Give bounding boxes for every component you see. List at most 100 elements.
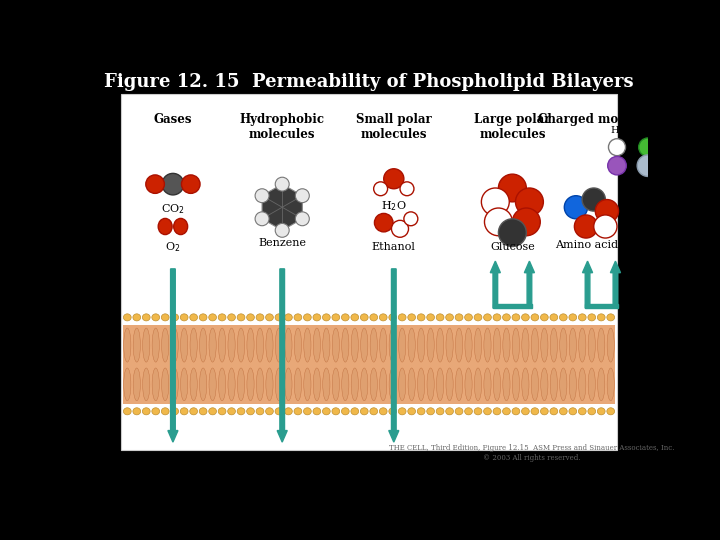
Ellipse shape — [199, 368, 207, 401]
Ellipse shape — [266, 368, 273, 401]
Ellipse shape — [399, 328, 406, 362]
Circle shape — [637, 155, 659, 177]
Ellipse shape — [190, 368, 197, 401]
Ellipse shape — [143, 328, 150, 362]
Ellipse shape — [209, 328, 216, 362]
Circle shape — [513, 208, 540, 236]
Ellipse shape — [247, 368, 254, 401]
Ellipse shape — [474, 328, 482, 362]
Ellipse shape — [408, 408, 415, 415]
Ellipse shape — [199, 408, 207, 415]
Ellipse shape — [398, 408, 406, 415]
Circle shape — [498, 174, 526, 202]
Ellipse shape — [218, 314, 226, 321]
Ellipse shape — [531, 328, 539, 362]
Ellipse shape — [181, 328, 188, 362]
Ellipse shape — [304, 328, 311, 362]
Ellipse shape — [588, 328, 595, 362]
Circle shape — [275, 224, 289, 237]
Ellipse shape — [436, 408, 444, 415]
Ellipse shape — [579, 368, 586, 401]
Ellipse shape — [379, 328, 387, 362]
Ellipse shape — [521, 314, 529, 321]
Ellipse shape — [304, 314, 311, 321]
Text: Amino acids: Amino acids — [555, 240, 624, 251]
Ellipse shape — [493, 368, 500, 401]
Text: Ethanol: Ethanol — [372, 242, 415, 252]
Ellipse shape — [493, 328, 500, 362]
Ellipse shape — [370, 314, 377, 321]
Ellipse shape — [456, 368, 463, 401]
Ellipse shape — [152, 408, 160, 415]
Ellipse shape — [550, 328, 557, 362]
Circle shape — [295, 212, 310, 226]
Ellipse shape — [541, 328, 548, 362]
Ellipse shape — [389, 314, 397, 321]
Circle shape — [498, 219, 526, 247]
Ellipse shape — [503, 368, 510, 401]
Ellipse shape — [607, 368, 614, 401]
Circle shape — [608, 157, 626, 175]
Text: CO$_2$: CO$_2$ — [161, 202, 185, 215]
Polygon shape — [582, 261, 593, 308]
Ellipse shape — [579, 328, 586, 362]
Ellipse shape — [570, 328, 577, 362]
Ellipse shape — [484, 368, 491, 401]
Ellipse shape — [531, 408, 539, 415]
Ellipse shape — [199, 314, 207, 321]
Ellipse shape — [465, 328, 472, 362]
Ellipse shape — [218, 408, 226, 415]
Circle shape — [181, 175, 200, 193]
Ellipse shape — [370, 368, 377, 401]
Text: THE CELL, Third Edition, Figure 12.15  ASM Press and Sinauer Associates, Inc.
© : THE CELL, Third Edition, Figure 12.15 AS… — [389, 444, 675, 462]
Text: Glucose: Glucose — [490, 242, 535, 252]
Circle shape — [564, 195, 588, 219]
Circle shape — [400, 182, 414, 195]
Ellipse shape — [446, 408, 454, 415]
Ellipse shape — [512, 314, 520, 321]
Ellipse shape — [209, 408, 217, 415]
Ellipse shape — [607, 314, 615, 321]
Text: Charged molecules: Charged molecules — [539, 113, 665, 126]
Circle shape — [162, 173, 184, 195]
Ellipse shape — [370, 328, 377, 362]
Ellipse shape — [464, 408, 472, 415]
Ellipse shape — [598, 368, 605, 401]
Ellipse shape — [171, 368, 179, 401]
Ellipse shape — [512, 408, 520, 415]
Ellipse shape — [123, 314, 131, 321]
Ellipse shape — [237, 408, 245, 415]
Ellipse shape — [427, 368, 434, 401]
Ellipse shape — [218, 368, 225, 401]
Ellipse shape — [124, 368, 131, 401]
Ellipse shape — [513, 328, 520, 362]
Ellipse shape — [399, 368, 406, 401]
Text: Na⁺: Na⁺ — [631, 178, 649, 187]
Ellipse shape — [408, 368, 415, 401]
Ellipse shape — [436, 314, 444, 321]
Ellipse shape — [313, 408, 320, 415]
Text: Hydrophobic
molecules: Hydrophobic molecules — [240, 113, 325, 141]
Ellipse shape — [161, 328, 168, 362]
Ellipse shape — [275, 408, 283, 415]
Circle shape — [255, 189, 269, 202]
Circle shape — [582, 188, 606, 211]
Ellipse shape — [171, 328, 179, 362]
Ellipse shape — [370, 408, 377, 415]
Ellipse shape — [484, 328, 491, 362]
Ellipse shape — [550, 408, 558, 415]
Ellipse shape — [294, 368, 302, 401]
Ellipse shape — [607, 408, 615, 415]
Ellipse shape — [199, 328, 207, 362]
Ellipse shape — [522, 328, 529, 362]
Ellipse shape — [379, 368, 387, 401]
Ellipse shape — [464, 314, 472, 321]
Circle shape — [384, 168, 404, 189]
Ellipse shape — [493, 314, 501, 321]
Ellipse shape — [513, 368, 520, 401]
Ellipse shape — [379, 314, 387, 321]
Circle shape — [594, 215, 617, 238]
Circle shape — [639, 138, 657, 157]
Text: Cl⁻: Cl⁻ — [640, 126, 656, 135]
Ellipse shape — [323, 368, 330, 401]
